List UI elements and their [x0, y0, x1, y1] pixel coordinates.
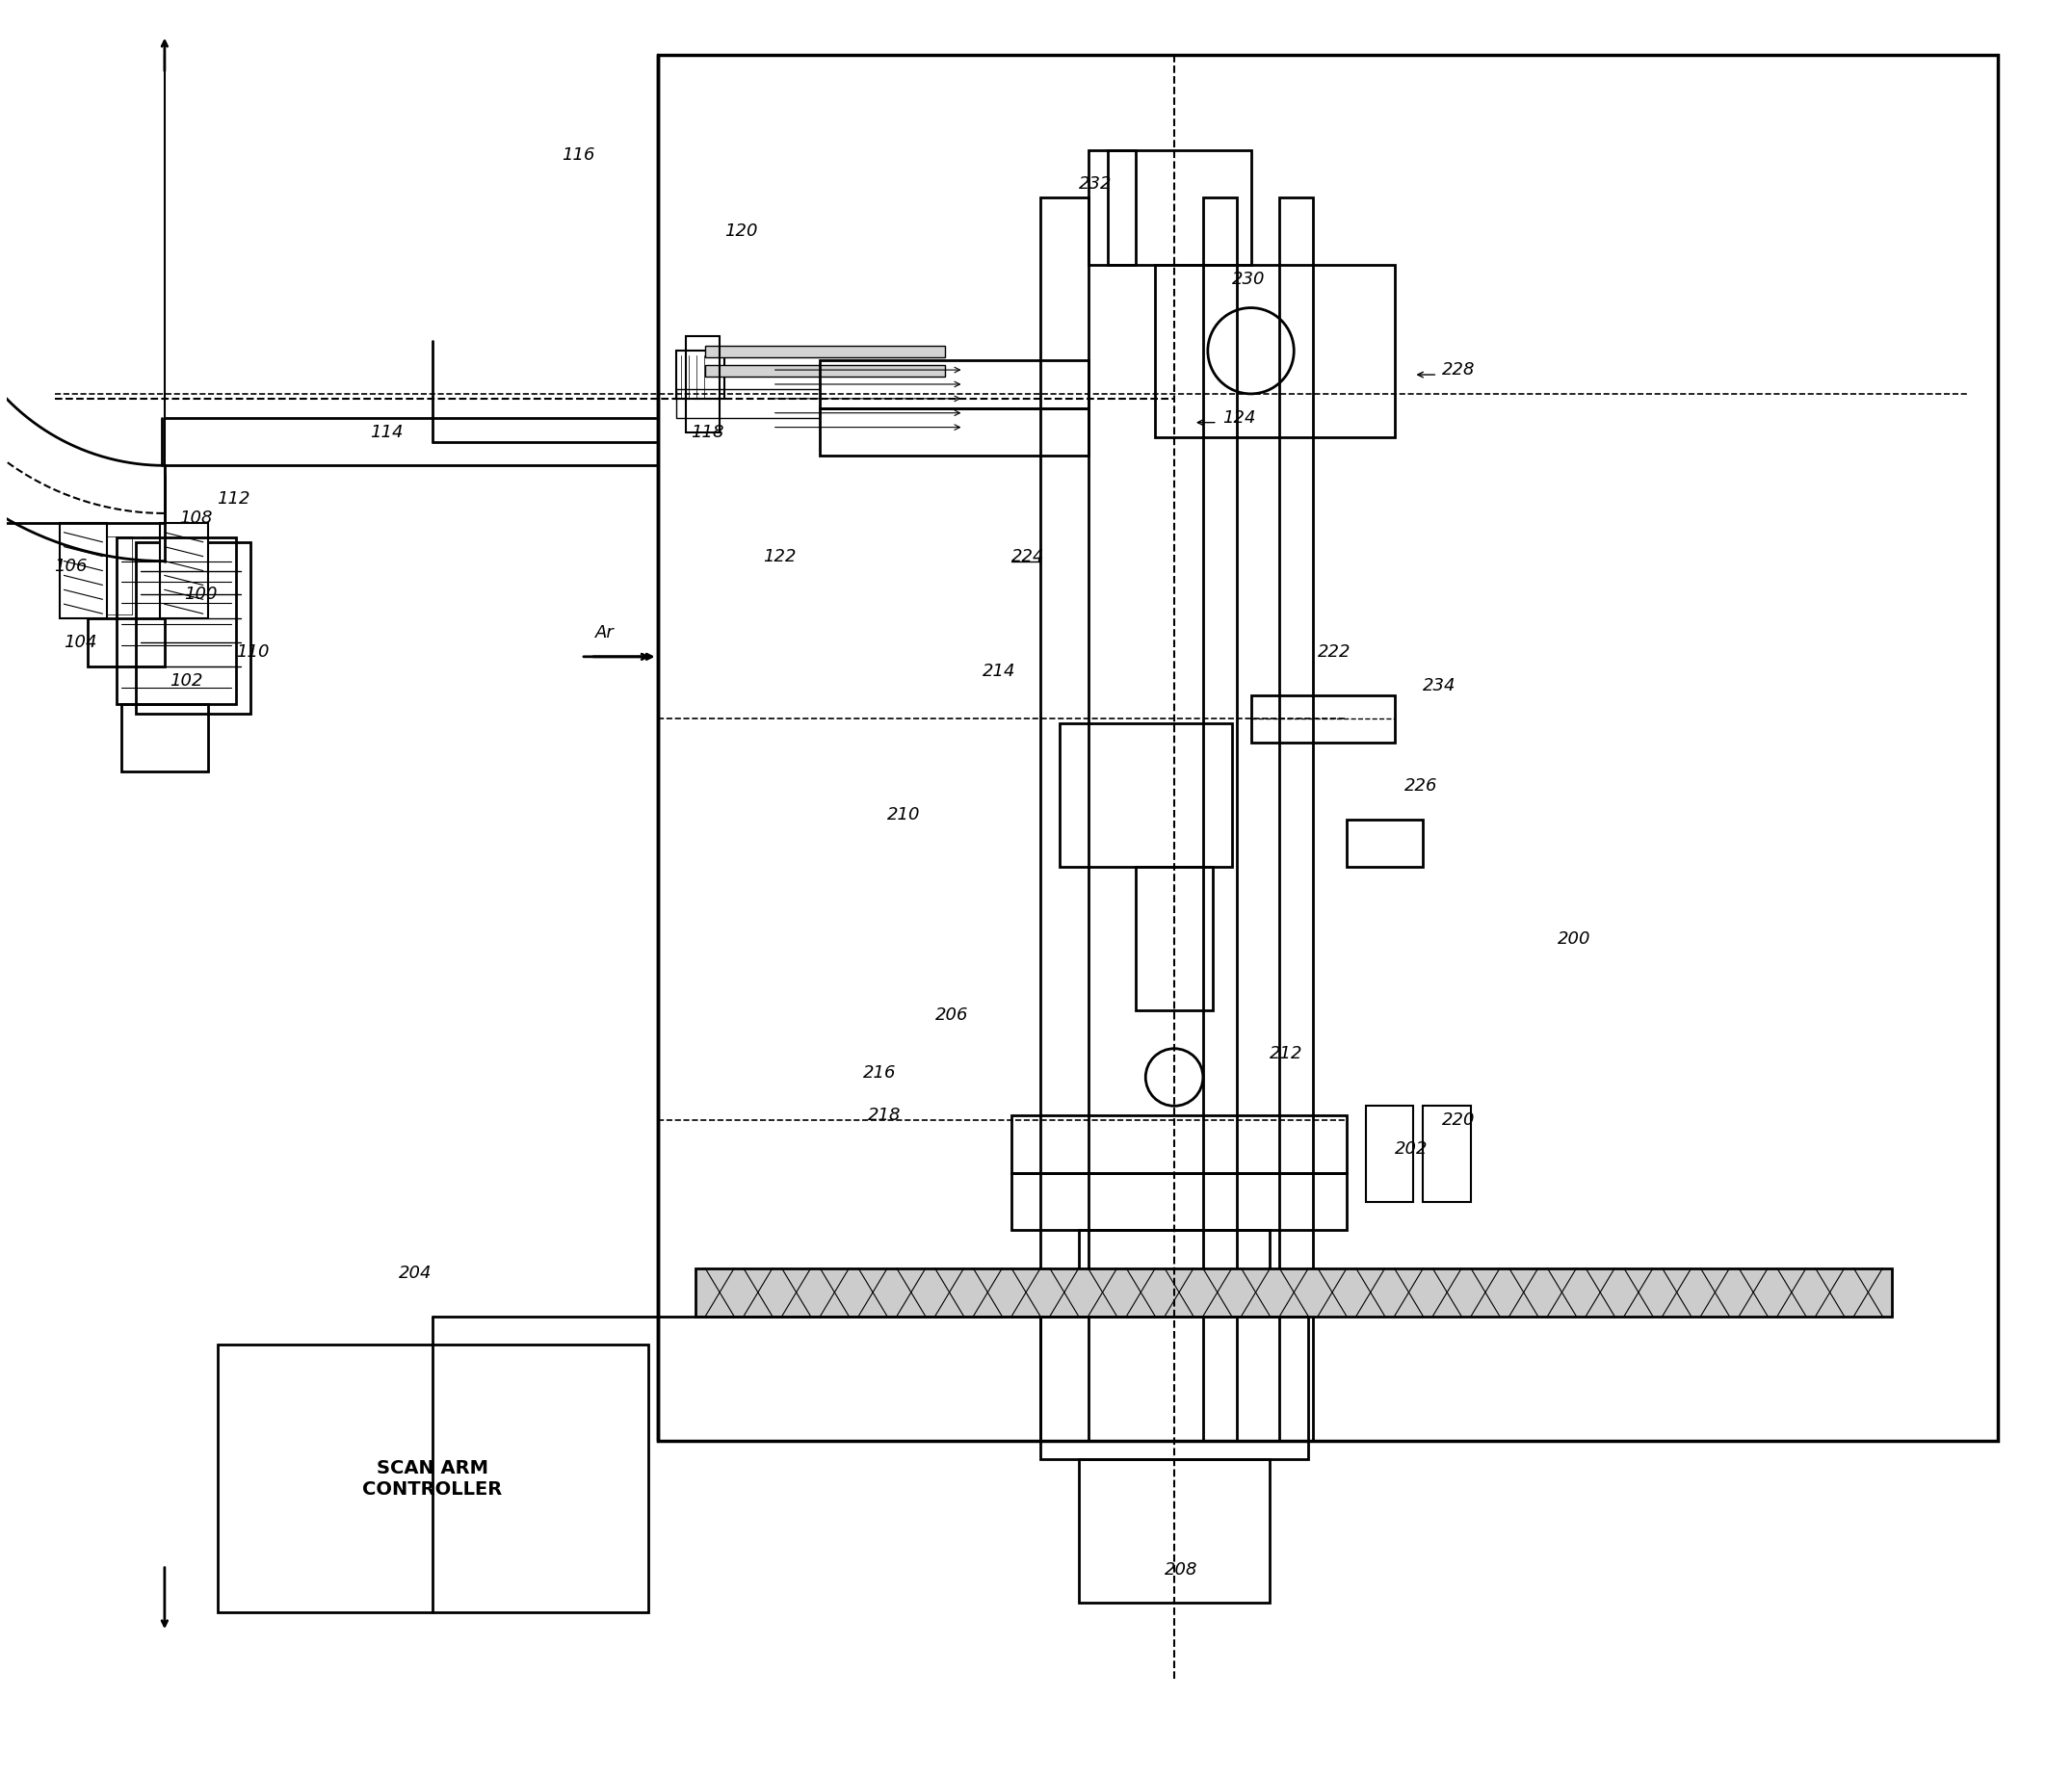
Bar [1365, 1106, 1413, 1202]
Text: 122: 122 [762, 547, 796, 565]
Bar [218, 1344, 649, 1613]
Bar [1080, 1460, 1270, 1604]
Bar [1088, 149, 1135, 265]
Text: 110: 110 [236, 643, 269, 661]
Text: 106: 106 [54, 558, 87, 574]
Bar [1011, 1172, 1347, 1231]
Text: 214: 214 [982, 662, 1015, 680]
Text: 202: 202 [1394, 1140, 1428, 1158]
Bar [122, 705, 207, 771]
Bar [696, 1268, 1892, 1316]
Text: 200: 200 [1558, 931, 1591, 947]
Text: 204: 204 [400, 1265, 433, 1282]
Text: 100: 100 [184, 586, 218, 604]
Text: 220: 220 [1442, 1112, 1475, 1130]
Bar [1423, 1106, 1471, 1202]
Bar [60, 522, 108, 618]
Text: 216: 216 [864, 1064, 897, 1082]
Text: 208: 208 [1164, 1561, 1198, 1579]
Text: 104: 104 [64, 634, 97, 652]
Bar [1347, 819, 1423, 867]
Text: SCAN ARM
CONTROLLER: SCAN ARM CONTROLLER [363, 1458, 503, 1499]
Bar [87, 618, 164, 666]
Bar [704, 346, 945, 357]
Bar [1040, 1316, 1307, 1460]
Text: 210: 210 [887, 806, 920, 822]
Bar [821, 361, 1088, 408]
Bar [137, 542, 251, 714]
Text: 230: 230 [1231, 270, 1264, 288]
Text: 118: 118 [690, 423, 725, 440]
Bar [704, 366, 945, 377]
Text: 222: 222 [1318, 643, 1351, 661]
Text: 108: 108 [178, 510, 211, 527]
Text: 212: 212 [1270, 1044, 1303, 1062]
Bar [79, 536, 131, 614]
Text: Ar: Ar [595, 623, 613, 641]
Text: 124: 124 [1222, 408, 1256, 426]
Bar [1106, 149, 1251, 265]
Text: 234: 234 [1423, 677, 1457, 694]
Bar [1204, 197, 1237, 1440]
Bar [678, 352, 725, 398]
Bar [160, 522, 207, 618]
Text: 102: 102 [170, 671, 203, 689]
Bar [1280, 197, 1314, 1440]
Bar [1011, 1115, 1347, 1172]
Bar [686, 336, 719, 432]
Text: 228: 228 [1442, 361, 1475, 378]
Text: 116: 116 [562, 146, 595, 163]
Text: 112: 112 [218, 490, 251, 508]
Text: 218: 218 [868, 1106, 901, 1124]
Text: 224: 224 [1011, 547, 1044, 565]
Bar [821, 408, 1088, 456]
Bar [1251, 694, 1394, 742]
Bar [678, 389, 821, 417]
Bar [1059, 723, 1231, 867]
Text: 232: 232 [1080, 174, 1113, 192]
Bar [1156, 265, 1394, 437]
Bar [116, 536, 236, 705]
Text: 120: 120 [725, 222, 758, 240]
Bar [657, 55, 1997, 1440]
Bar [1080, 1231, 1270, 1307]
Bar [1135, 867, 1212, 1011]
Bar [1040, 197, 1088, 1440]
Text: 114: 114 [371, 423, 404, 440]
Text: 226: 226 [1405, 778, 1438, 794]
Text: 206: 206 [934, 1007, 968, 1023]
